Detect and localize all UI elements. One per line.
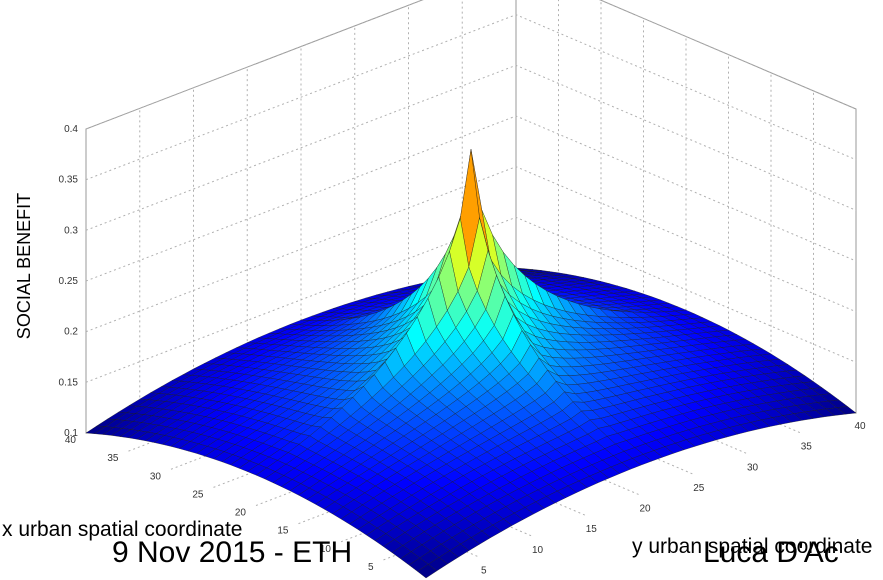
z-tick-label: 0.4: [64, 124, 78, 135]
x-tick-label: 25: [192, 489, 204, 500]
z-tick-label: 0.1: [64, 428, 78, 439]
x-tick-label: 40: [65, 435, 77, 446]
surface-mesh: [85, 149, 857, 579]
z-axis-label: SOCIAL BENEFIT: [14, 193, 34, 339]
y-tick-label: 10: [532, 545, 544, 556]
y-tick-label: 35: [801, 442, 813, 453]
gridline-horizontal: [85, 0, 857, 130]
gridline-horizontal: [85, 216, 857, 383]
gridline-horizontal: [85, 166, 857, 333]
z-tick-label: 0.25: [59, 276, 79, 287]
footer-author: Luca D'Ac: [703, 536, 839, 569]
y-tick-label: 5: [481, 565, 487, 576]
gridline-horizontal: [85, 14, 857, 181]
y-tick-label: 15: [586, 524, 598, 535]
surface-cell: [417, 564, 438, 579]
gridline-horizontal: [85, 115, 857, 282]
axis-ticks: 0.10.150.20.250.30.350.45101520253035400…: [59, 124, 866, 576]
x-tick-label: 15: [277, 526, 289, 537]
y-axis-label: y urban spatial coordinate: [632, 535, 873, 558]
footer-date-venue: 9 Nov 2015 - ETH: [112, 536, 353, 569]
y-tick-label: 30: [747, 462, 759, 473]
x-tick-label: 20: [235, 508, 247, 519]
gridline-horizontal: [85, 64, 857, 231]
y-tick-label: 40: [854, 421, 866, 432]
x-tick-label: 5: [368, 562, 374, 573]
x-tick-label: 35: [107, 453, 119, 464]
y-tick-label: 25: [693, 483, 705, 494]
z-tick-label: 0.2: [64, 327, 78, 338]
z-tick-label: 0.3: [64, 225, 78, 236]
y-tick-label: 20: [639, 504, 651, 515]
z-tick-label: 0.35: [59, 175, 79, 186]
z-tick-label: 0.15: [59, 377, 79, 388]
x-tick-label: 30: [150, 471, 162, 482]
x-tick-label: 10: [320, 544, 332, 555]
x-axis-label: x urban spatial coordinate: [2, 518, 243, 541]
